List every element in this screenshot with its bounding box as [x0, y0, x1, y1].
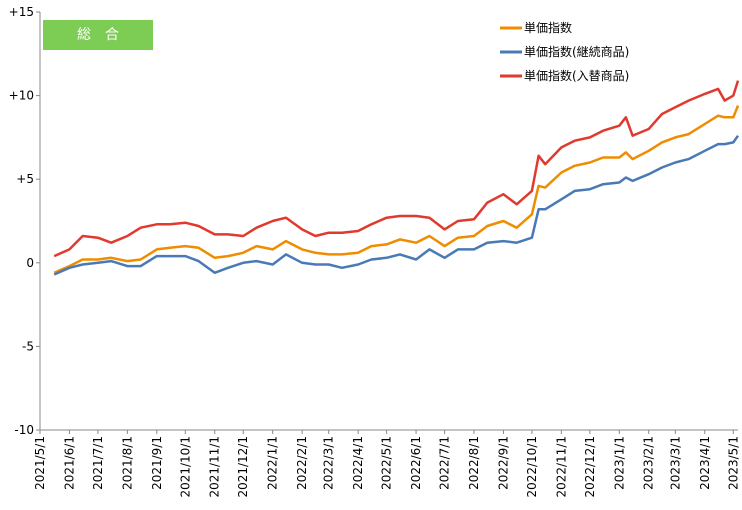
x-tick-label: 2021/10/1: [178, 436, 192, 498]
legend-label: 単価指数: [524, 20, 572, 35]
series-line: [53, 80, 740, 258]
x-tick-label: 2021/5/1: [33, 436, 47, 490]
x-tick-label: 2023/5/1: [726, 436, 740, 490]
x-tick-label: 2021/12/1: [236, 436, 250, 498]
title-box: [43, 20, 153, 50]
x-tick-label: 2022/6/1: [409, 436, 423, 490]
legend-label: 単価指数(継続商品): [524, 44, 629, 59]
x-tick-label: 2021/11/1: [208, 436, 222, 498]
y-tick-label: +10: [9, 89, 34, 103]
x-tick-label: 2022/3/1: [322, 436, 336, 490]
x-tick-label: 2023/3/1: [668, 436, 682, 490]
x-tick-label: 2022/12/1: [583, 436, 597, 498]
x-tick-label: 2022/5/1: [380, 436, 394, 490]
series-line: [53, 134, 740, 276]
y-tick-label: -5: [22, 339, 34, 353]
chart-title: 総 合: [77, 27, 119, 43]
x-tick-label: 2021/6/1: [62, 436, 76, 490]
legend-label: 単価指数(入替商品): [524, 68, 629, 83]
x-tick-label: 2022/10/1: [525, 436, 539, 498]
series-line: [53, 105, 740, 274]
x-tick-label: 2023/4/1: [698, 436, 712, 490]
x-tick-label: 2022/1/1: [266, 436, 280, 490]
x-tick-label: 2022/2/1: [295, 436, 309, 490]
x-tick-label: 2022/4/1: [351, 436, 365, 490]
y-tick-label: +15: [9, 5, 34, 19]
x-tick-label: 2023/2/1: [642, 436, 656, 490]
x-tick-label: 2022/7/1: [438, 436, 452, 490]
x-tick-label: 2021/9/1: [150, 436, 164, 490]
y-tick-label: 0: [26, 256, 34, 270]
x-tick-label: 2021/7/1: [91, 436, 105, 490]
x-tick-label: 2022/11/1: [554, 436, 568, 498]
y-tick-label: +5: [16, 172, 34, 186]
x-tick-label: 2022/8/1: [467, 436, 481, 490]
y-tick-label: -10: [14, 423, 34, 437]
x-tick-label: 2022/9/1: [496, 436, 510, 490]
x-tick-label: 2021/8/1: [120, 436, 134, 490]
x-tick-label: 2023/1/1: [612, 436, 626, 490]
